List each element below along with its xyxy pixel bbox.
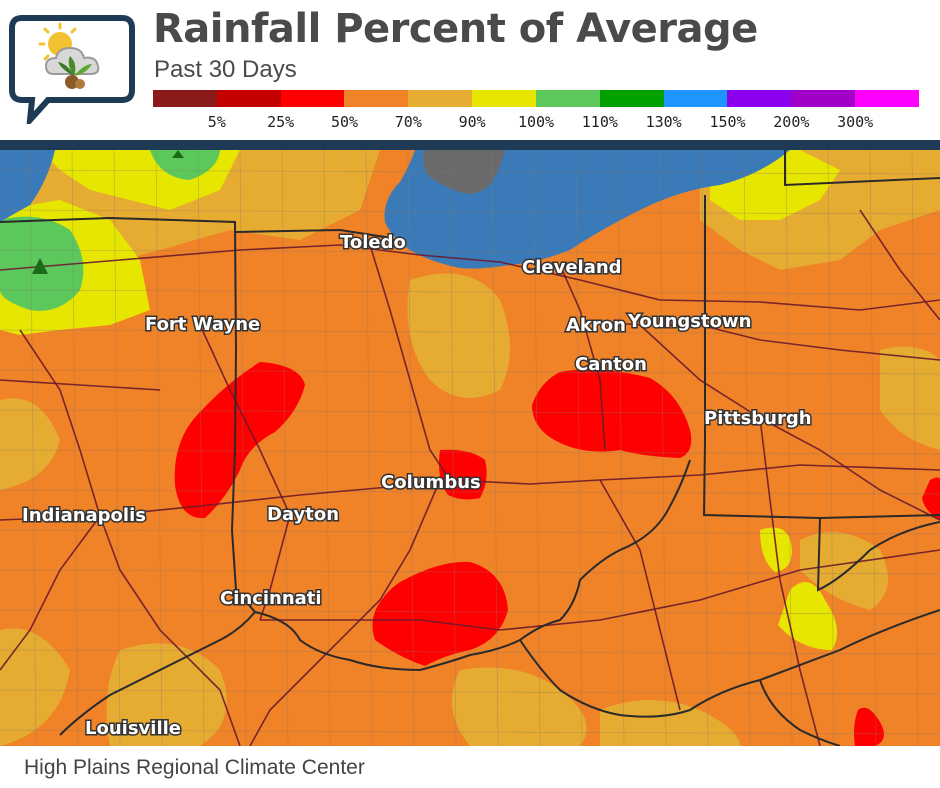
city-label-canton: Canton [575,354,647,375]
legend-swatch [727,90,792,107]
city-label-dayton: Dayton [267,504,339,525]
legend-label: 90% [458,113,486,131]
forest-marker-icon [172,150,184,158]
city-label-cleveland: Cleveland [522,257,622,278]
rainfall-map-canvas: Toledo Cleveland Fort Wayne Akron Youngs… [0,150,940,746]
city-label-fort-wayne: Fort Wayne [145,314,260,335]
city-label-toledo: Toledo [340,232,406,253]
legend-label: 70% [394,113,422,131]
city-label-pittsburgh: Pittsburgh [704,408,812,429]
forest-marker-icon [32,258,48,274]
rainfall-50pct-regions [174,362,940,746]
state-borders [0,150,940,746]
legend-swatch [408,90,473,107]
legend-labels: 5% 25% 50% 70% 90% 100% 110% 130% 150% 200% 300% [153,107,919,131]
legend-label: 130% [645,113,682,131]
legend-label: 25% [267,113,295,131]
no-data-region [423,150,505,194]
hprcc-logo-icon [9,15,135,124]
city-labels: Toledo Cleveland Fort Wayne Akron Youngs… [21,231,814,741]
city-label-youngstown: Youngstown [627,311,751,332]
legend-swatch [663,90,728,107]
legend-label: 150% [709,113,746,131]
source-credit: High Plains Regional Climate Center [24,756,365,779]
rainfall-map: Toledo Cleveland Fort Wayne Akron Youngs… [0,150,940,746]
city-label-columbus: Columbus [381,472,481,493]
header-divider [0,140,940,150]
legend-label: 100% [517,113,555,131]
legend-swatch [472,90,536,107]
legend-swatch [344,90,409,107]
legend-swatch [855,90,919,107]
city-label-indianapolis: Indianapolis [22,505,146,526]
legend-color-bar [153,90,919,107]
city-label-cincinnati: Cincinnati [220,588,322,609]
highway-network [0,209,940,746]
legend: 5% 25% 50% 70% 90% 100% 110% 130% 150% 200% 300% [153,90,919,135]
legend-label: 110% [581,113,618,131]
legend-label: 50% [330,113,359,131]
map-title: Rainfall Percent of Average [153,6,758,52]
map-subtitle: Past 30 Days [154,56,297,83]
legend-swatch [791,90,856,107]
legend-swatch [280,90,345,107]
legend-label: 200% [773,113,810,131]
footer: High Plains Regional Climate Center [0,746,940,788]
city-label-louisville: Louisville [85,718,181,739]
legend-swatch [153,90,217,107]
header: Rainfall Percent of Average Past 30 Days… [0,0,940,140]
legend-swatch [216,90,281,107]
legend-swatch [599,90,664,107]
county-grid [0,150,940,746]
city-label-akron: Akron [566,315,626,336]
legend-swatch [535,90,600,107]
legend-label: 300% [837,113,874,131]
legend-label: 5% [207,113,226,131]
